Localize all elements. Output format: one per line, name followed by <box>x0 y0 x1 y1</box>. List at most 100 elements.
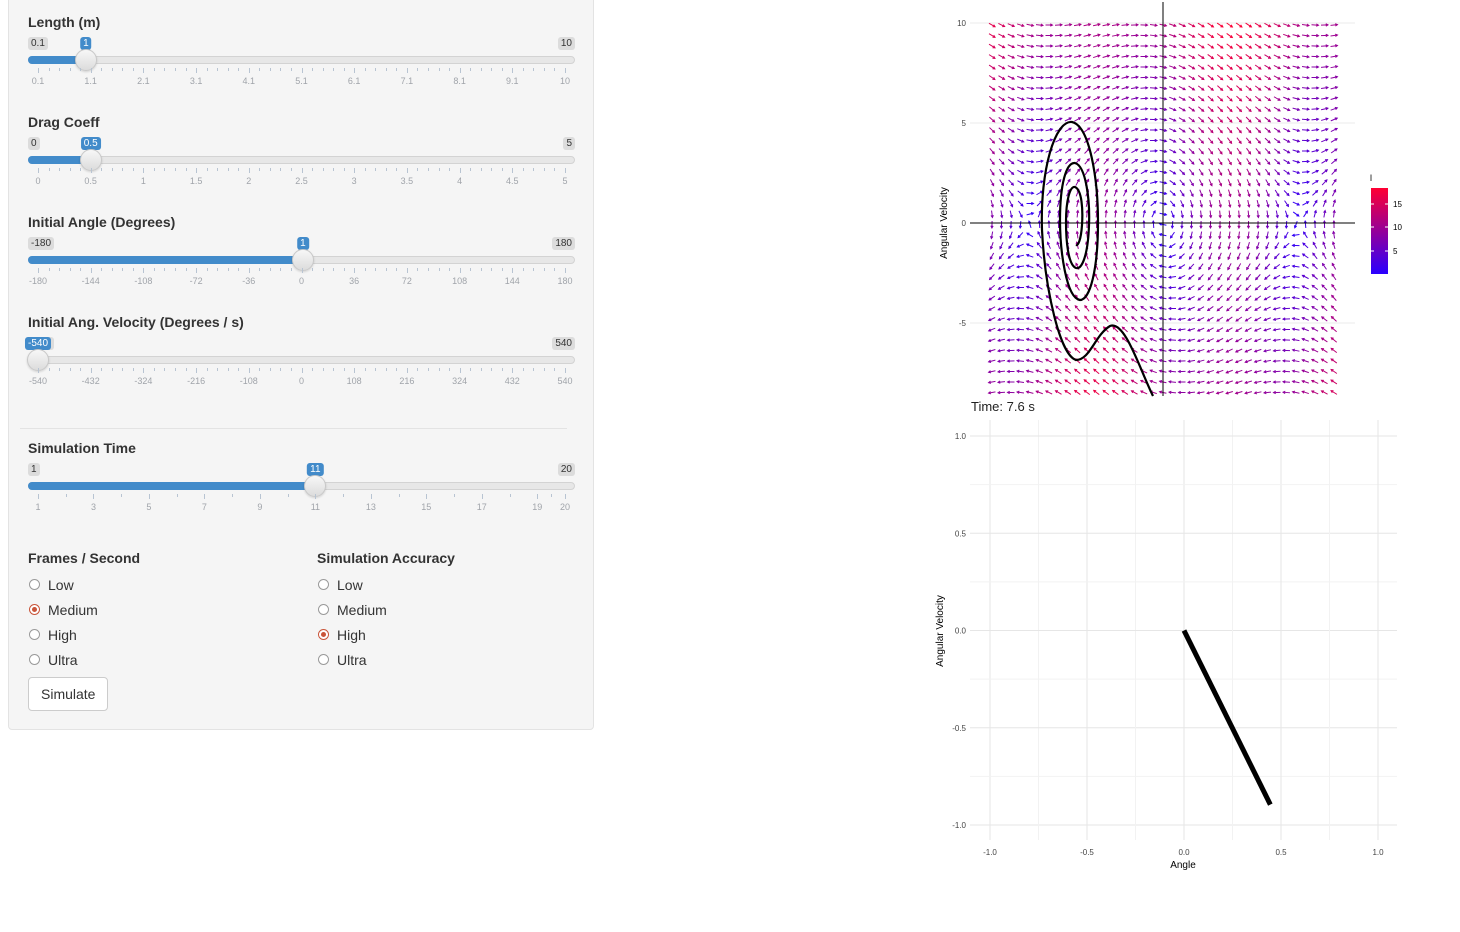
vector-arrow <box>1273 64 1281 70</box>
vector-arrowhead <box>1219 140 1223 145</box>
vector-arrowhead <box>1306 97 1311 101</box>
radio-accuracy-high[interactable]: High <box>317 622 455 647</box>
vector-arrowhead <box>1167 327 1172 332</box>
vector-arrowhead <box>1196 391 1201 395</box>
vector-arrow <box>1017 149 1024 153</box>
radio-circle[interactable] <box>29 604 40 615</box>
vector-arrowhead <box>1173 108 1177 112</box>
vector-arrow <box>1238 231 1240 239</box>
vector-arrow <box>1263 349 1272 352</box>
radio-circle[interactable] <box>318 579 329 590</box>
radio-accuracy-low[interactable]: Low <box>317 572 455 597</box>
slider-fill <box>28 482 316 490</box>
vector-arrow <box>1247 199 1250 208</box>
vector-arrow <box>1321 128 1328 132</box>
vector-arrow <box>988 22 996 28</box>
vector-arrowhead <box>1272 349 1277 353</box>
vector-arrow <box>1197 306 1205 311</box>
vector-arrow <box>1190 210 1193 218</box>
vector-arrow <box>1235 380 1243 384</box>
vector-arrow <box>1245 359 1252 363</box>
vector-arrow <box>1188 295 1195 301</box>
vector-arrowhead <box>1272 338 1277 342</box>
vector-arrow <box>1321 295 1328 301</box>
vector-arrowhead <box>1239 77 1243 81</box>
slider-tick-label: -72 <box>189 276 203 286</box>
radio-circle[interactable] <box>29 654 40 665</box>
radio-fps-ultra[interactable]: Ultra <box>28 647 140 672</box>
radio-circle[interactable] <box>318 654 329 665</box>
vector-arrow <box>1083 127 1091 133</box>
vector-arrow <box>1074 127 1081 133</box>
vector-arrow <box>1180 210 1184 218</box>
slider-minor-tick <box>227 368 229 371</box>
vector-arrowhead <box>1078 33 1082 37</box>
slider-track[interactable] <box>28 156 575 164</box>
x-axis-label: Angle <box>1170 860 1196 871</box>
radio-circle[interactable] <box>29 629 40 640</box>
vector-arrow <box>1036 317 1043 321</box>
vector-arrowhead <box>998 256 1002 260</box>
vector-arrow <box>1245 137 1252 144</box>
vector-arrowhead <box>1021 118 1025 122</box>
slider-handle[interactable] <box>291 249 314 271</box>
vector-arrowhead <box>1320 316 1325 320</box>
slider-minor-tick <box>65 494 67 497</box>
vector-arrowhead <box>1254 287 1258 291</box>
slider-minor-tick <box>48 68 50 71</box>
slider-handle[interactable] <box>74 49 97 71</box>
vector-arrow <box>1292 338 1300 342</box>
radio-circle[interactable] <box>318 629 329 640</box>
slider-minor-tick <box>101 268 103 271</box>
vector-arrow <box>1216 53 1224 60</box>
slider-min-label: 0 <box>28 137 40 150</box>
vector-arrowhead <box>1332 219 1336 224</box>
vector-arrow <box>1113 179 1118 186</box>
vector-arrowhead <box>1173 76 1177 80</box>
vector-arrow <box>1056 242 1061 249</box>
vector-arrowhead <box>1083 336 1088 341</box>
vector-arrowhead <box>1246 235 1250 240</box>
vector-arrow <box>1179 253 1185 259</box>
vector-arrowhead <box>1291 359 1296 363</box>
radio-circle[interactable] <box>318 604 329 615</box>
vector-arrow <box>1112 305 1119 312</box>
vector-arrow <box>1114 199 1117 208</box>
vector-arrow <box>1207 348 1214 353</box>
vector-arrow <box>1236 158 1242 165</box>
vector-arrow <box>1122 273 1128 281</box>
radio-accuracy-medium[interactable]: Medium <box>317 597 455 622</box>
radio-accuracy-ultra[interactable]: Ultra <box>317 647 455 672</box>
vector-arrow <box>1112 326 1119 333</box>
radio-circle[interactable] <box>29 579 40 590</box>
vector-arrowhead <box>1248 66 1253 70</box>
radio-fps-medium[interactable]: Medium <box>28 597 140 622</box>
slider-max-label: 5 <box>563 137 575 150</box>
slider-track[interactable] <box>28 356 575 364</box>
radio-fps-high[interactable]: High <box>28 622 140 647</box>
vector-arrow <box>1055 179 1062 186</box>
vector-arrow <box>1112 337 1119 343</box>
vector-arrowhead <box>1330 379 1334 383</box>
vector-arrow <box>1263 338 1272 342</box>
vector-arrowhead <box>1334 138 1338 142</box>
simulate-button[interactable]: Simulate <box>28 677 109 711</box>
vector-arrow <box>1178 148 1186 154</box>
slider-minor-tick <box>385 168 387 171</box>
radio-fps-low[interactable]: Low <box>28 572 140 597</box>
vector-arrowhead <box>1191 161 1195 165</box>
vector-arrow <box>1283 148 1290 154</box>
vector-arrow <box>1321 305 1328 312</box>
vector-arrow <box>1007 117 1015 122</box>
vector-arrow <box>1292 139 1300 142</box>
vector-arrowhead <box>1040 55 1045 59</box>
vector-arrow <box>1283 117 1290 122</box>
vector-arrowhead <box>1177 359 1181 363</box>
slider-track[interactable] <box>28 56 575 64</box>
vector-arrowhead <box>1133 189 1137 193</box>
vector-arrowhead <box>1210 77 1215 81</box>
vector-arrow <box>1093 96 1100 101</box>
vector-arrowhead <box>1196 380 1201 384</box>
vector-arrow <box>1055 138 1062 143</box>
vector-arrow <box>1074 86 1081 90</box>
